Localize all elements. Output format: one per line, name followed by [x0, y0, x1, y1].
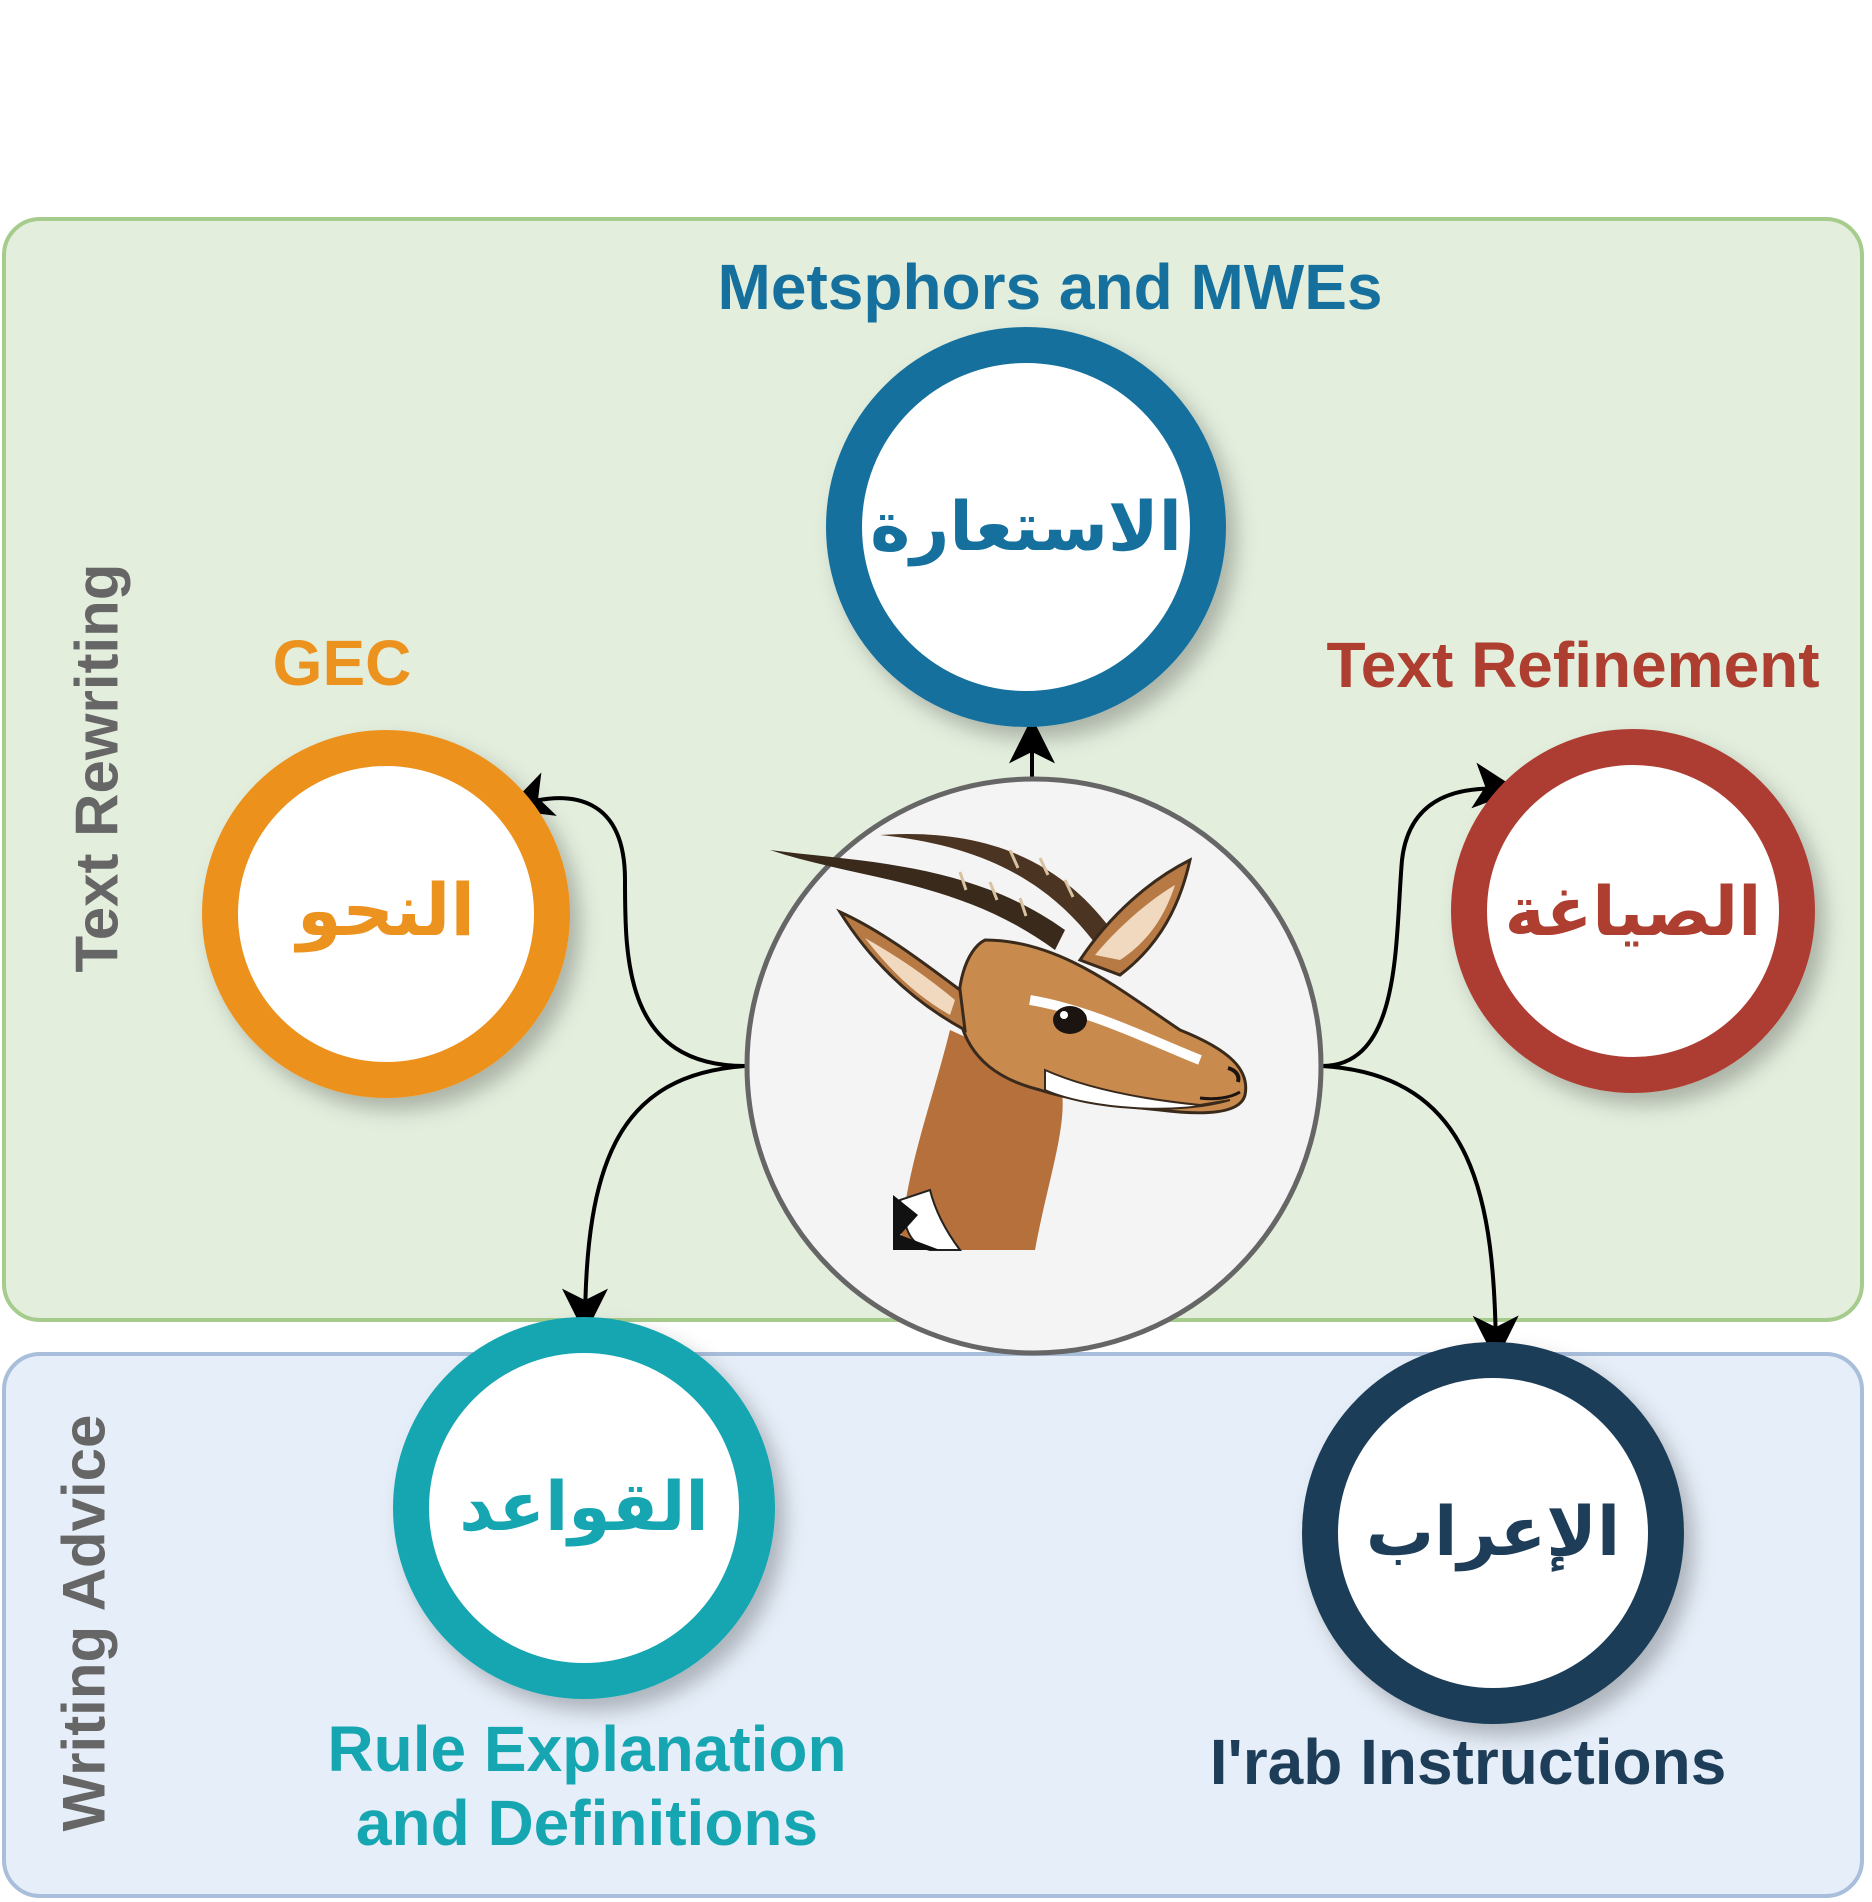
arabic-label-refinement: الصياغة [1505, 873, 1762, 952]
node-gec [202, 730, 570, 1098]
gazelle-icon [770, 834, 1248, 1251]
arrow-to-refinement [1321, 762, 1520, 1068]
arabic-label-rules: القواعد [459, 1468, 708, 1547]
arabic-label-gec: النحو [294, 868, 475, 953]
arabic-label-metaphors: الاستعارة [870, 488, 1182, 567]
title-irab-instructions: I'rab Instructions [1209, 1725, 1727, 1798]
title-text-refinement: Text Refinement [1326, 628, 1820, 701]
arrow-to-rules [562, 1064, 746, 1335]
arabic-label-irab: الإعراب [1366, 1493, 1620, 1572]
title-metaphors: Metsphors and MWEs [717, 250, 1383, 323]
title-rule-explanation-line-1: Rule Explanation [327, 1712, 847, 1785]
center-node [744, 776, 1324, 1356]
node-rules [393, 1317, 775, 1699]
title-rule-explanation: Rule Explanation and Definitions [327, 1712, 846, 1860]
connectors [505, 717, 1520, 1362]
title-gec: GEC [272, 626, 412, 699]
node-irab [1302, 1342, 1684, 1724]
node-refinement [1451, 729, 1815, 1093]
arrow-to-irab [1321, 1064, 1519, 1362]
arrow-to-gec [505, 772, 746, 1068]
node-metaphors [826, 327, 1226, 727]
title-rule-explanation-line-2: and Definitions [355, 1787, 819, 1859]
